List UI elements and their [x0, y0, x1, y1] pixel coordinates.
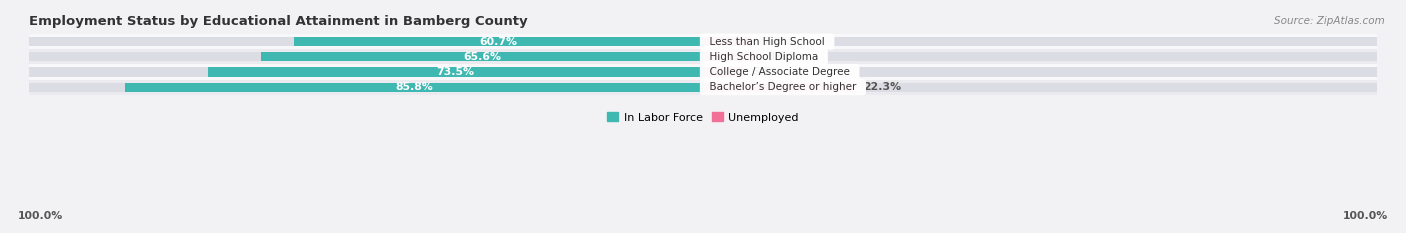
Text: 85.8%: 85.8%	[395, 82, 433, 92]
Text: Less than High School: Less than High School	[703, 37, 831, 47]
Text: 5.8%: 5.8%	[752, 67, 783, 77]
Bar	[703, 67, 1376, 76]
Bar	[30, 37, 703, 46]
Text: 8.0%: 8.0%	[768, 52, 797, 62]
Bar	[30, 67, 703, 76]
Bar	[125, 82, 703, 92]
Text: 100.0%: 100.0%	[1343, 211, 1388, 221]
Text: Source: ZipAtlas.com: Source: ZipAtlas.com	[1274, 16, 1385, 26]
Text: High School Diploma: High School Diploma	[703, 52, 825, 62]
Bar	[262, 52, 703, 61]
Text: 22.3%: 22.3%	[863, 82, 901, 92]
Bar	[703, 67, 742, 76]
Text: Bachelor’s Degree or higher: Bachelor’s Degree or higher	[703, 82, 863, 92]
Bar	[703, 82, 1376, 92]
Text: Employment Status by Educational Attainment in Bamberg County: Employment Status by Educational Attainm…	[30, 15, 527, 28]
Bar	[30, 79, 1376, 95]
Text: 60.7%: 60.7%	[479, 37, 517, 47]
Text: College / Associate Degree: College / Associate Degree	[703, 67, 856, 77]
Legend: In Labor Force, Unemployed: In Labor Force, Unemployed	[603, 108, 803, 127]
Bar	[294, 37, 703, 46]
Bar	[703, 52, 1376, 61]
Bar	[30, 49, 1376, 64]
Text: 100.0%: 100.0%	[18, 211, 63, 221]
Text: 65.6%: 65.6%	[463, 52, 501, 62]
Text: 7.3%: 7.3%	[762, 37, 793, 47]
Bar	[30, 82, 703, 92]
Bar	[30, 52, 703, 61]
Bar	[703, 52, 756, 61]
Bar	[703, 82, 853, 92]
Bar	[30, 64, 1376, 79]
Bar	[30, 34, 1376, 49]
Bar	[703, 37, 752, 46]
Text: 73.5%: 73.5%	[436, 67, 474, 77]
Bar	[208, 67, 703, 76]
Bar	[703, 37, 1376, 46]
